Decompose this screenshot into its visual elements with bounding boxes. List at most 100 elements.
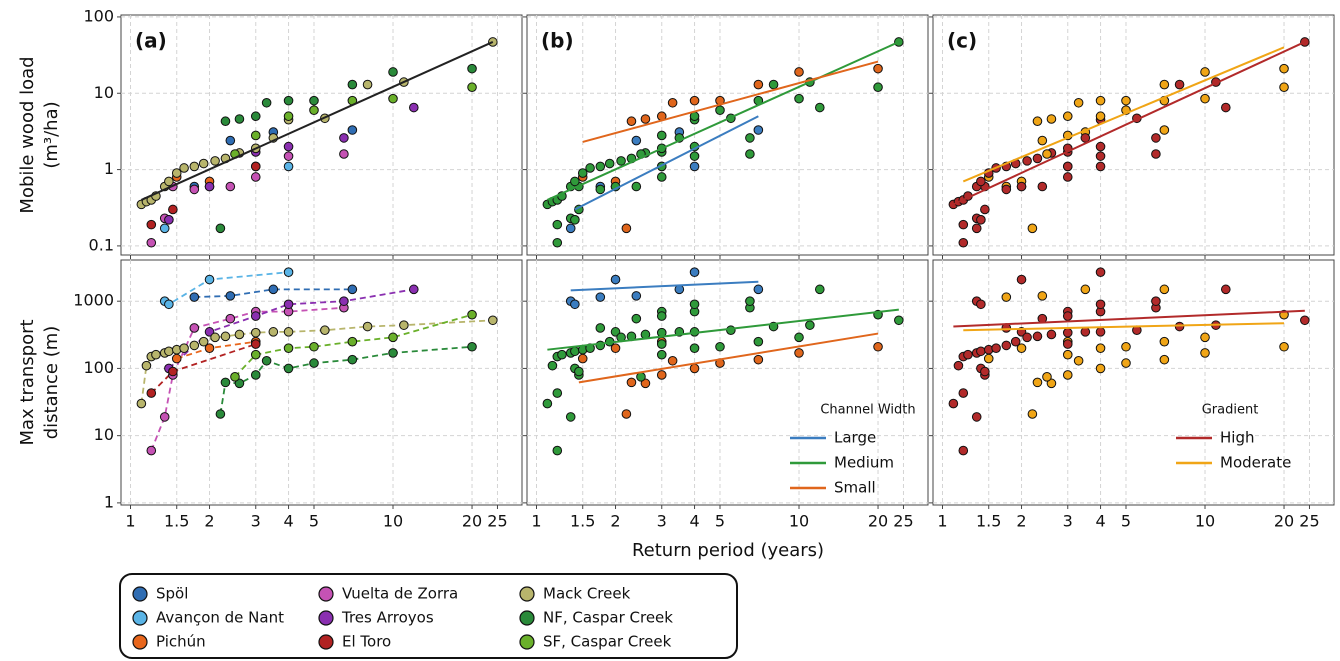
data-point (179, 163, 189, 173)
data-point (1095, 151, 1106, 161)
data-point (656, 339, 667, 349)
data-point (1159, 354, 1170, 365)
data-point (1073, 97, 1084, 108)
legend-title: Channel Width (820, 403, 915, 418)
data-point (753, 284, 764, 295)
data-point (283, 327, 294, 337)
data-point (610, 343, 621, 353)
data-point (388, 93, 398, 104)
data-point (631, 291, 642, 301)
data-point (1279, 63, 1289, 74)
data-point (225, 313, 236, 324)
data-point (656, 130, 667, 141)
data-point (1042, 149, 1052, 159)
data-point (408, 102, 419, 113)
data-point (1042, 372, 1052, 382)
data-point (1032, 377, 1043, 388)
data-point (1151, 149, 1161, 159)
legend-label: Spöl (156, 585, 188, 603)
x-tick-label: 2 (204, 512, 214, 531)
data-point (268, 327, 279, 337)
data-point (585, 163, 595, 173)
data-point (168, 204, 178, 215)
data-point (794, 93, 804, 104)
data-point (141, 360, 152, 371)
data-point (250, 349, 261, 360)
data-point (250, 370, 261, 380)
data-point (146, 445, 157, 456)
data-point (250, 130, 261, 141)
data-point (1200, 93, 1210, 104)
data-point (339, 149, 349, 159)
data-point (283, 141, 294, 152)
data-point (488, 315, 498, 326)
data-point (146, 219, 157, 230)
x-tick-label: 20 (1274, 512, 1294, 531)
data-point (794, 348, 804, 358)
data-point (1095, 327, 1106, 337)
data-point (1200, 348, 1210, 358)
data-point (958, 237, 969, 248)
data-point (953, 360, 964, 371)
data-point (1062, 161, 1073, 172)
data-point (204, 343, 215, 353)
data-point (250, 327, 261, 338)
data-point (204, 181, 215, 192)
data-point (309, 95, 319, 106)
data-point (976, 299, 986, 310)
data-point (689, 343, 700, 353)
data-point (1046, 378, 1057, 389)
data-point (261, 355, 272, 366)
data-point (552, 445, 563, 456)
data-point (621, 223, 632, 234)
data-point (283, 151, 294, 161)
data-point (1062, 111, 1073, 122)
data-point (976, 346, 986, 357)
legend-marker (132, 634, 148, 650)
data-point (283, 363, 294, 374)
legend-marker (318, 634, 334, 650)
data-point (616, 156, 626, 166)
data-point (971, 223, 982, 234)
data-point (745, 133, 755, 143)
data-point (1220, 102, 1231, 113)
data-point (1010, 336, 1021, 347)
data-point (159, 223, 170, 234)
data-point (164, 299, 174, 310)
data-point (574, 366, 584, 377)
data-point (210, 332, 220, 343)
x-tick-label: 25 (893, 512, 913, 531)
data-point (1016, 274, 1027, 285)
data-point (198, 158, 209, 169)
data-point (570, 299, 580, 310)
legend-marker (519, 586, 535, 602)
data-point (565, 223, 576, 234)
data-point (1062, 349, 1073, 360)
data-point (1080, 284, 1091, 295)
data-point (204, 274, 215, 285)
x-tick-label: 5 (715, 512, 725, 531)
legend-marker (318, 586, 334, 602)
data-point (347, 336, 358, 347)
data-point (1279, 341, 1289, 352)
x-tick-label: 1 (937, 512, 947, 531)
data-point (1095, 95, 1106, 106)
data-point (467, 82, 477, 93)
data-point (347, 354, 358, 365)
x-tick-label: 25 (487, 512, 507, 531)
data-point (467, 63, 477, 74)
data-point (225, 135, 236, 146)
data-point (1300, 315, 1310, 326)
x-axis-label: Return period (years) (632, 540, 824, 561)
panel-label: (b) (541, 29, 574, 53)
data-point (1121, 358, 1131, 368)
data-point (1062, 370, 1073, 380)
data-point (595, 323, 606, 333)
data-point (570, 346, 580, 357)
data-point (991, 343, 1001, 353)
data-point (636, 372, 646, 382)
data-point (1027, 223, 1038, 234)
legend-label: Large (834, 429, 876, 447)
data-point (1037, 181, 1048, 192)
legend-label: El Toro (342, 633, 391, 651)
